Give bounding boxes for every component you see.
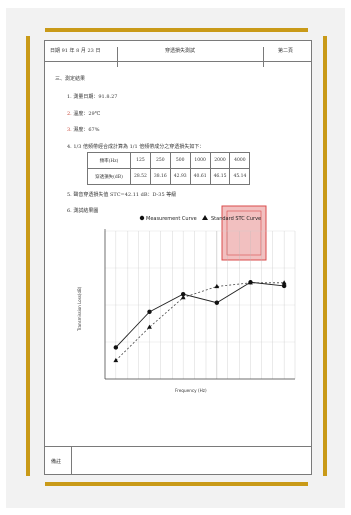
series-line-measurement: [115, 281, 285, 348]
data-point-standard: [248, 280, 253, 285]
footer-label: 備註: [51, 459, 62, 465]
data-point-standard: [113, 357, 119, 363]
data-point-standard: [281, 280, 287, 285]
transmission-loss-table: 頻率(Hz) 125 250 500 1000 2000 4000 穿透損失(d…: [87, 152, 251, 185]
table-cell: 45.14: [229, 168, 251, 185]
list-item: 5. 聲音穿透損失值 STC=42.11 dB：D-35 等級: [67, 192, 177, 198]
seal-stamp: [221, 205, 267, 261]
legend-marker-standard: [202, 215, 208, 220]
data-point-measurement: [281, 283, 287, 289]
data-point-standard: [180, 295, 186, 300]
list-item: 6. 測試結果圖: [67, 208, 99, 214]
y-axis-label: Transmission Loss(dB): [77, 286, 82, 332]
data-point-measurement: [147, 309, 152, 315]
gold-border-top: [45, 28, 308, 32]
gold-border-left: [26, 36, 30, 476]
data-point-measurement: [113, 345, 119, 350]
gold-border-right: [323, 36, 327, 476]
series-line-standard: [115, 282, 285, 361]
data-point-standard: [147, 324, 152, 329]
x-axis-label: Frequency (Hz): [175, 388, 207, 393]
table-row: 穿透損失(dB) 28.52 38.16 42.93 40.61 46.15 4…: [87, 168, 251, 185]
document-page: 日期 91 年 8 月 23 日 穿透損失測試 第二頁 三、測定結果 1. 測量…: [44, 40, 312, 475]
list-item: 4. 1/3 倍頻帶經合成計算為 1/1 倍頻帶成分之穿透損失如下：: [67, 144, 205, 150]
list-item: 3. 濕度：67%: [67, 127, 100, 133]
header-page-number: 第二頁: [278, 48, 294, 54]
section-title: 三、測定結果: [55, 76, 86, 82]
legend-label-measurement: Measurement Curve: [146, 216, 197, 222]
list-item: 2. 溫度：29℃: [67, 111, 101, 117]
tl-chart: Measurement Curve Standard STC Curve Tra…: [77, 205, 296, 393]
list-item: 1. 測量日期：91.8.27: [67, 94, 118, 100]
chart-points: [113, 280, 287, 363]
legend-label-standard: Standard STC Curve: [211, 216, 261, 222]
gold-border-bottom: [45, 482, 308, 486]
data-point-standard: [214, 283, 220, 289]
table-row: 頻率(Hz) 125 250 500 1000 2000 4000: [87, 152, 251, 169]
header-divider: [117, 47, 118, 67]
table-cell: 38.16: [149, 168, 171, 185]
header-divider: [263, 47, 264, 67]
header-date: 日期 91 年 8 月 23 日: [50, 48, 101, 54]
legend-marker-measurement: [139, 215, 145, 221]
seal-stamp-inner: [226, 210, 262, 256]
header-title: 穿透損失測試: [165, 48, 196, 54]
footer-divider: [45, 446, 311, 447]
data-point-measurement: [214, 300, 220, 305]
data-point-measurement: [180, 291, 186, 297]
document-header: 日期 91 年 8 月 23 日 穿透損失測試 第二頁: [45, 41, 311, 67]
footer-cell-divider: [71, 446, 72, 474]
table-cell: 28.52: [130, 168, 151, 185]
table-row-label: 穿透損失(dB): [87, 168, 131, 185]
